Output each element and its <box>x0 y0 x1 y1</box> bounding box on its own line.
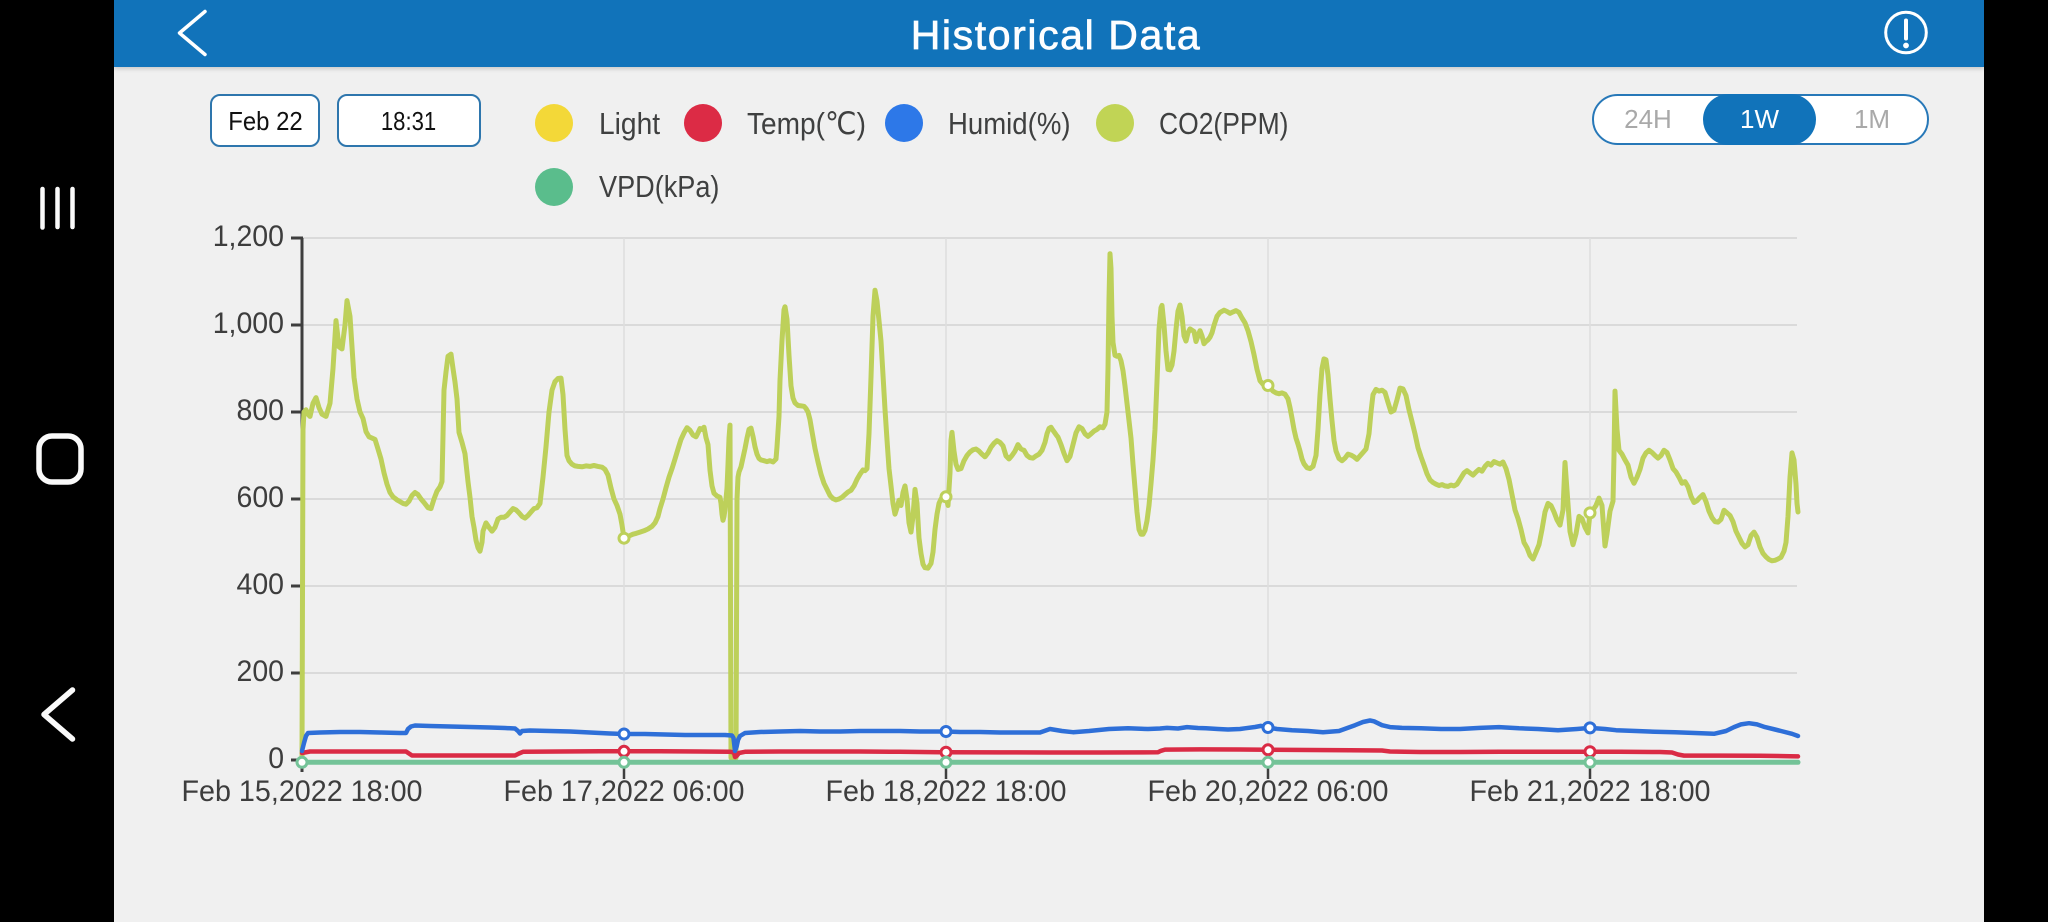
svg-text:Feb 18,2022 18:00: Feb 18,2022 18:00 <box>826 775 1067 808</box>
svg-text:800: 800 <box>237 394 285 427</box>
svg-text:400: 400 <box>237 568 285 601</box>
svg-text:1,200: 1,200 <box>213 220 284 253</box>
svg-text:Feb 17,2022 06:00: Feb 17,2022 06:00 <box>504 775 745 808</box>
svg-text:Feb 21,2022 18:00: Feb 21,2022 18:00 <box>1470 775 1711 808</box>
svg-text:0: 0 <box>268 742 284 775</box>
svg-text:Feb 15,2022 18:00: Feb 15,2022 18:00 <box>182 775 423 808</box>
svg-text:600: 600 <box>237 481 285 514</box>
svg-text:200: 200 <box>237 655 285 688</box>
svg-text:Feb 20,2022 06:00: Feb 20,2022 06:00 <box>1148 775 1389 808</box>
svg-text:1,000: 1,000 <box>213 307 284 340</box>
